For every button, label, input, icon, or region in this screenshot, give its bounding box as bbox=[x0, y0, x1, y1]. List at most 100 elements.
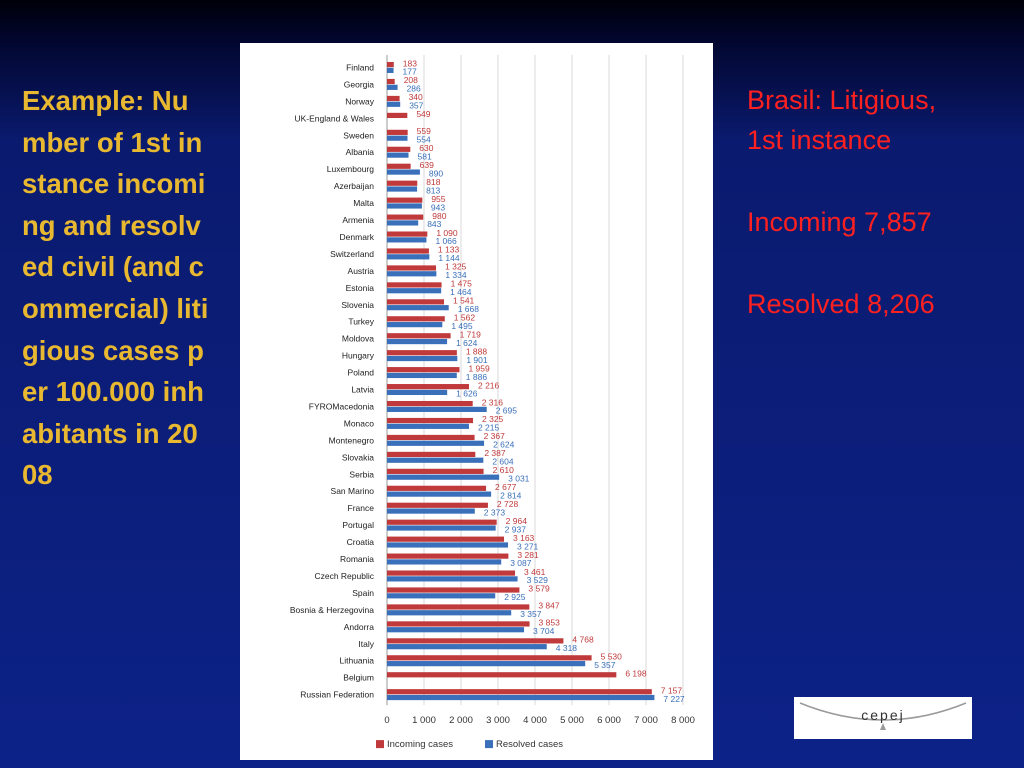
bar-resolved bbox=[387, 508, 475, 514]
category-label: Finland bbox=[346, 62, 374, 72]
data-label-incoming: 630 bbox=[419, 143, 433, 153]
bar-resolved bbox=[387, 372, 457, 379]
category-label: Armenia bbox=[342, 215, 374, 225]
x-tick-label: 4 000 bbox=[523, 715, 547, 726]
bar-incoming bbox=[387, 350, 457, 356]
data-label-resolved: 3 087 bbox=[510, 558, 532, 568]
x-tick-label: 7 000 bbox=[634, 715, 658, 726]
bar-incoming bbox=[387, 78, 395, 85]
data-label-resolved: 581 bbox=[417, 151, 431, 161]
bar-resolved bbox=[387, 288, 442, 294]
bar-incoming bbox=[387, 553, 509, 559]
bar-resolved bbox=[387, 457, 484, 463]
category-label: Luxembourg bbox=[327, 164, 375, 174]
bar-incoming bbox=[387, 468, 484, 474]
data-label-incoming: 1 959 bbox=[468, 363, 490, 373]
bar-incoming bbox=[387, 333, 451, 339]
bar-incoming bbox=[387, 214, 424, 220]
category-label: Latvia bbox=[351, 385, 374, 395]
bar-incoming bbox=[387, 248, 429, 254]
legend-label-incoming: Incoming cases bbox=[387, 739, 453, 750]
bar-incoming bbox=[387, 112, 408, 119]
bar-incoming bbox=[387, 536, 505, 542]
category-label: Albania bbox=[346, 147, 375, 157]
bar-resolved bbox=[387, 610, 512, 616]
data-label-resolved: 3 031 bbox=[508, 473, 530, 483]
data-label-resolved: 1 144 bbox=[438, 253, 460, 263]
side-note-incoming: Incoming 7,857 bbox=[747, 207, 932, 237]
data-label-resolved: 4 318 bbox=[556, 643, 578, 653]
bar-incoming bbox=[387, 61, 394, 68]
category-label: Montenegro bbox=[329, 435, 375, 445]
data-label-incoming: 3 281 bbox=[517, 550, 539, 560]
data-label-incoming: 3 163 bbox=[513, 533, 535, 543]
data-label-incoming: 2 964 bbox=[506, 516, 528, 526]
data-label-incoming: 2 367 bbox=[484, 431, 506, 441]
legend-swatch-incoming bbox=[376, 740, 384, 749]
category-label: Italy bbox=[358, 639, 374, 649]
bar-resolved bbox=[387, 355, 458, 362]
category-label: Norway bbox=[345, 96, 375, 106]
category-label: Moldova bbox=[342, 334, 374, 344]
data-label-resolved: 1 901 bbox=[466, 355, 488, 365]
bar-resolved bbox=[387, 169, 420, 175]
category-label: FYROMacedonia bbox=[309, 401, 374, 411]
bar-incoming bbox=[387, 570, 516, 576]
data-label-incoming: 1 888 bbox=[466, 346, 488, 356]
bar-incoming bbox=[387, 400, 473, 407]
bar-incoming bbox=[387, 282, 442, 288]
bar-resolved bbox=[387, 627, 525, 633]
data-label-incoming: 2 216 bbox=[478, 380, 500, 390]
data-label-resolved: 813 bbox=[426, 185, 440, 195]
bar-incoming bbox=[387, 485, 487, 491]
category-label: Croatia bbox=[347, 537, 375, 547]
bar-incoming bbox=[387, 638, 564, 644]
data-label-resolved: 2 937 bbox=[505, 524, 527, 534]
x-tick-label: 3 000 bbox=[486, 715, 510, 726]
bar-incoming bbox=[387, 299, 445, 305]
category-label: Slovakia bbox=[342, 452, 374, 462]
data-label-incoming: 1 562 bbox=[454, 313, 476, 323]
data-label-resolved: 1 624 bbox=[456, 338, 478, 348]
bar-resolved bbox=[387, 542, 509, 548]
data-label-incoming: 2 387 bbox=[484, 448, 506, 458]
data-label-resolved: 2 925 bbox=[504, 592, 526, 602]
data-label-resolved: 2 373 bbox=[484, 507, 506, 517]
bar-resolved bbox=[387, 406, 487, 412]
data-label-incoming: 2 610 bbox=[493, 465, 515, 475]
category-label: San Marino bbox=[331, 486, 375, 496]
data-label-resolved: 5 357 bbox=[594, 660, 616, 670]
data-label-resolved: 3 271 bbox=[517, 541, 539, 551]
data-label-resolved: 890 bbox=[429, 168, 443, 178]
x-tick-label: 8 000 bbox=[671, 715, 695, 726]
bar-resolved bbox=[387, 491, 492, 497]
category-label: Georgia bbox=[344, 79, 375, 89]
bar-resolved bbox=[387, 389, 448, 396]
chart-svg: 0 1 000 2 000 3 000 4 000 5 000 6 000 7 000 8 00… bbox=[290, 55, 695, 750]
bar-incoming bbox=[387, 231, 428, 237]
category-label: Azerbaijan bbox=[334, 181, 374, 191]
data-label-resolved: 1 668 bbox=[458, 304, 480, 314]
data-label-resolved: 3 357 bbox=[520, 609, 542, 619]
bar-incoming bbox=[387, 95, 400, 102]
bar-incoming bbox=[387, 129, 408, 135]
bar-resolved bbox=[387, 474, 500, 480]
bar-resolved bbox=[387, 271, 437, 277]
bar-incoming bbox=[387, 417, 474, 424]
data-label-resolved: 2 624 bbox=[493, 440, 515, 450]
data-label-resolved: 7 227 bbox=[663, 694, 685, 704]
bar-resolved bbox=[387, 220, 419, 226]
data-label-resolved: 943 bbox=[431, 202, 445, 212]
data-label-resolved: 2 695 bbox=[496, 406, 518, 416]
bar-resolved bbox=[387, 559, 502, 565]
data-label-incoming: 2 325 bbox=[482, 414, 504, 424]
bar-resolved bbox=[387, 237, 427, 243]
data-label-resolved: 843 bbox=[427, 219, 441, 229]
bar-incoming bbox=[387, 367, 460, 373]
bar-resolved bbox=[387, 135, 408, 141]
bar-incoming bbox=[387, 265, 437, 271]
bar-incoming bbox=[387, 384, 469, 390]
data-label-resolved: 3 529 bbox=[527, 575, 549, 585]
bar-incoming bbox=[387, 621, 530, 627]
data-label-incoming: 1 541 bbox=[453, 296, 475, 306]
